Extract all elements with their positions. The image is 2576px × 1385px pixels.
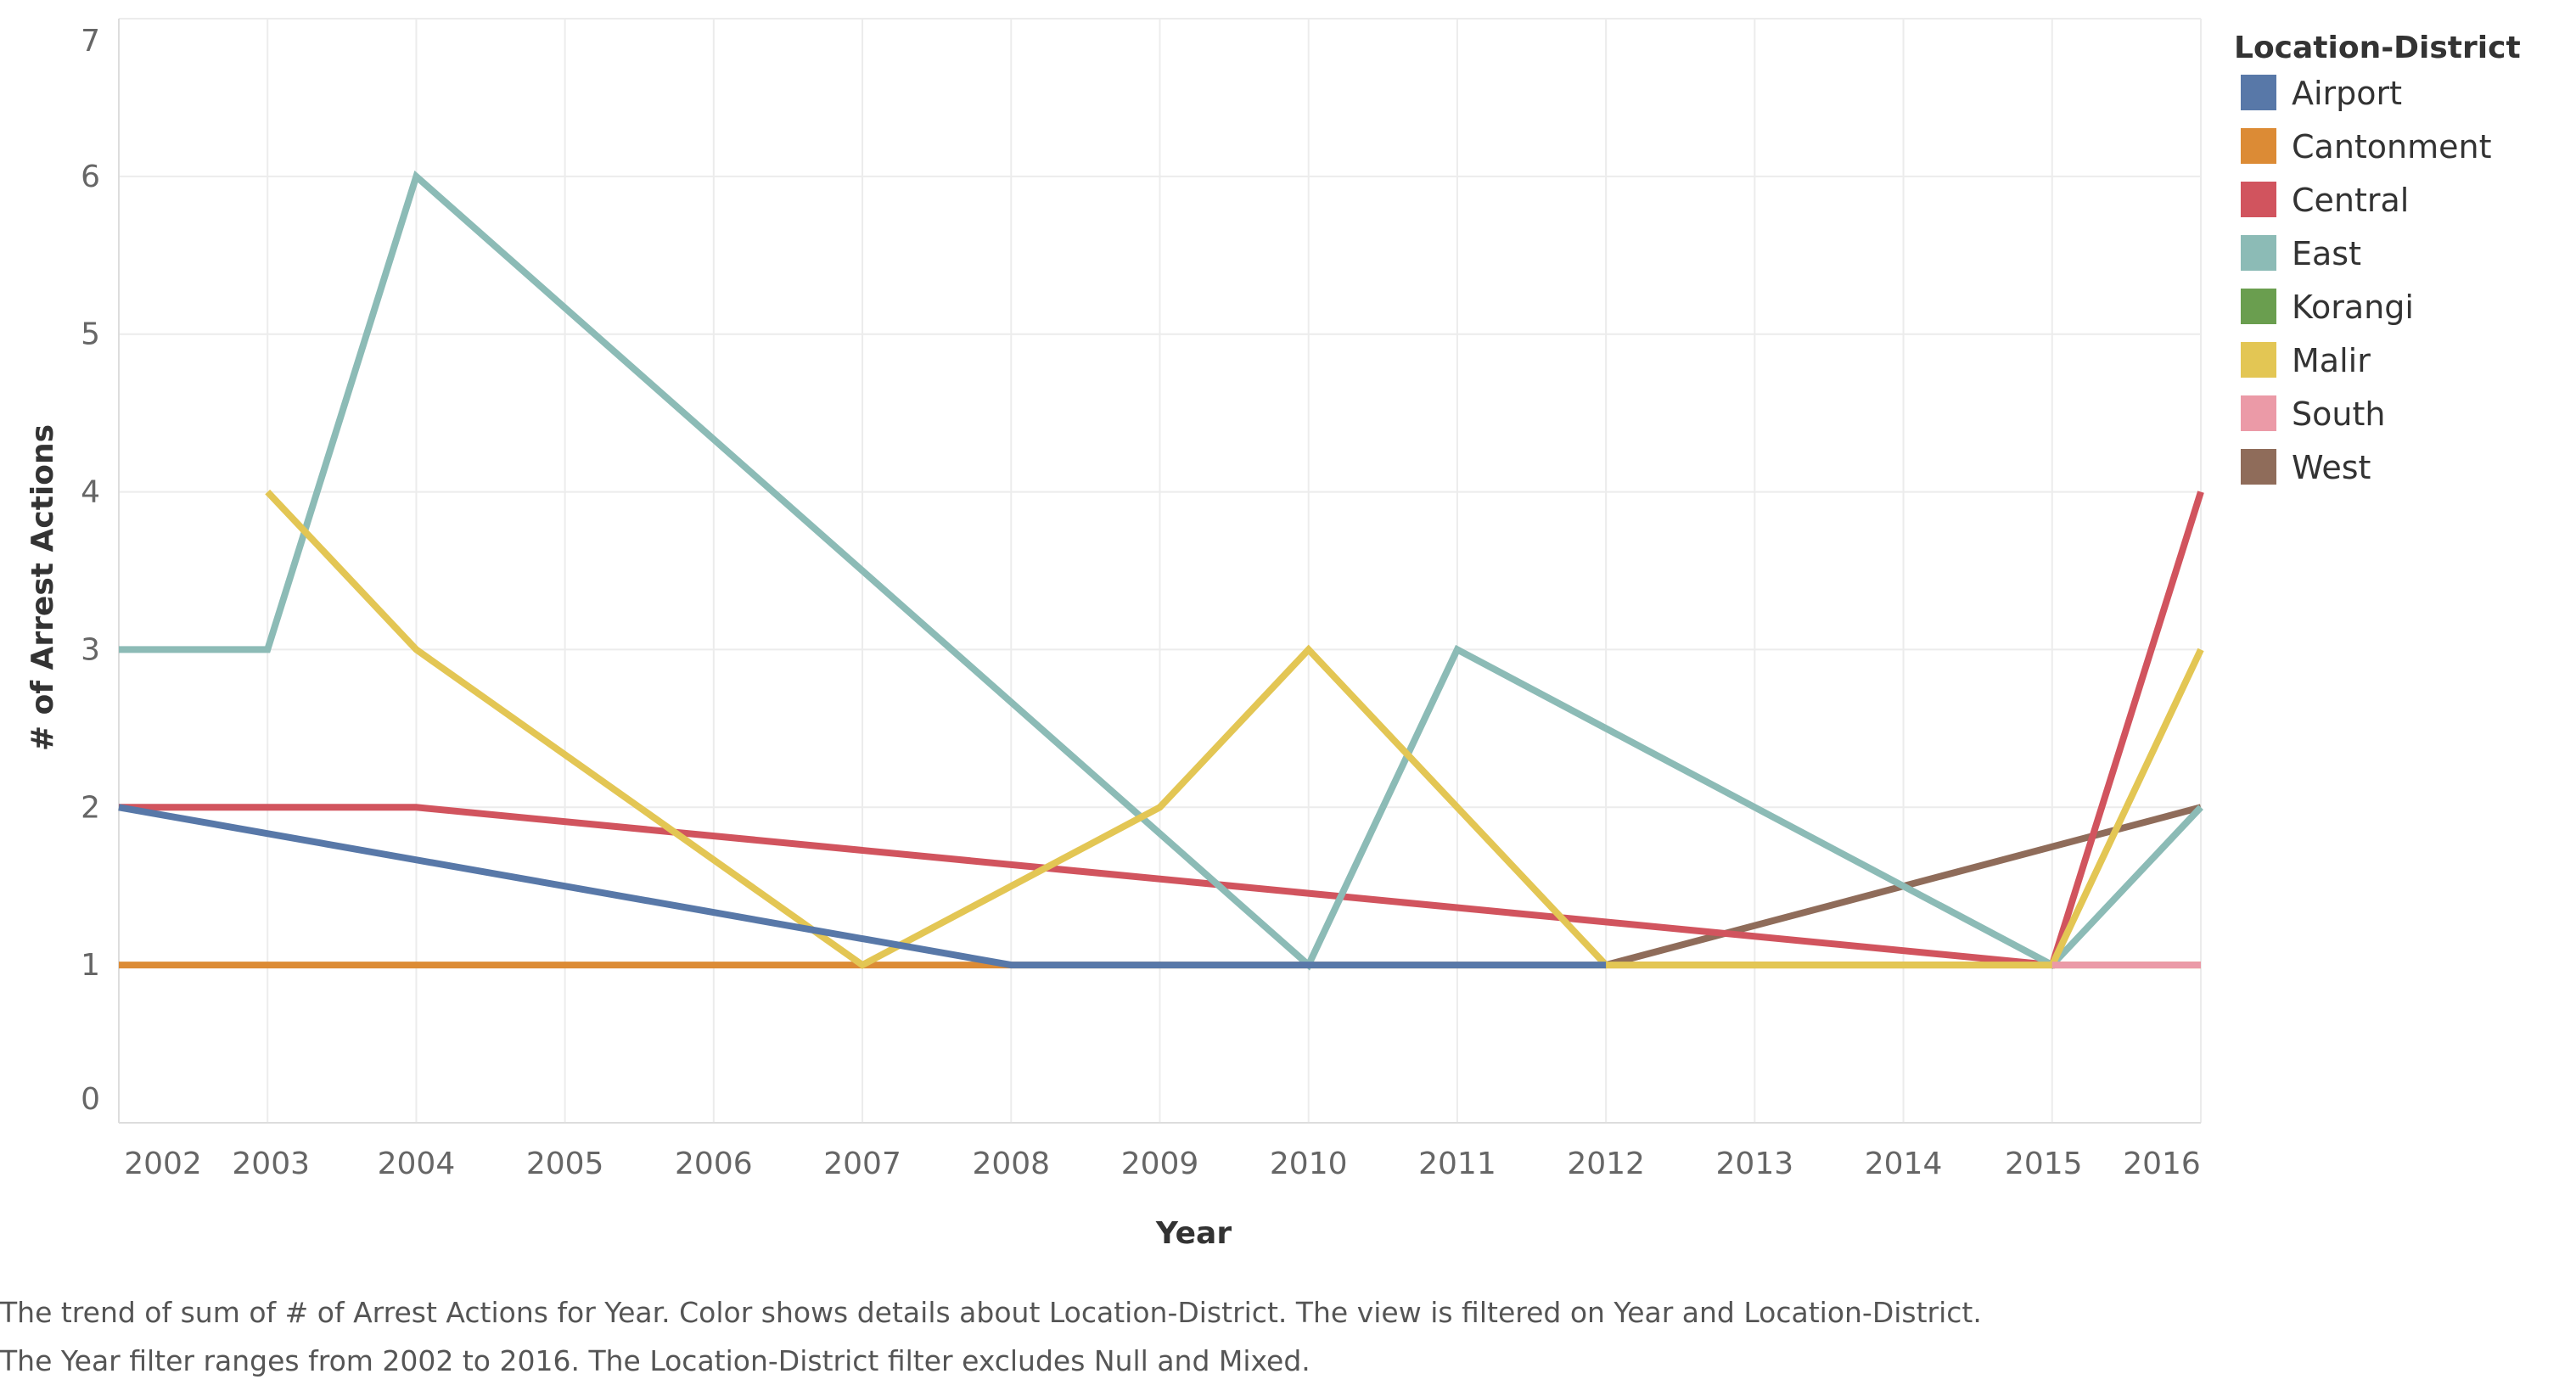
y-tick-label-3: 3 [81, 632, 100, 667]
series-line-malir [265, 489, 2204, 969]
legend-label-south: South [2292, 395, 2385, 433]
legend-label-malir: Malir [2292, 342, 2371, 379]
x-tick-label-2002: 2002 [124, 1147, 202, 1181]
x-tick-label-2010: 2010 [1270, 1147, 1348, 1181]
y-tick-label-6: 6 [81, 160, 100, 194]
x-tick-label-2015: 2015 [2005, 1147, 2083, 1181]
legend-label-korangi: Korangi [2292, 289, 2414, 326]
series-lines [118, 170, 2204, 971]
x-tick-label-2003: 2003 [232, 1147, 310, 1181]
legend: Location-District Airport Cantonment Centr… [2234, 31, 2521, 486]
y-axis-title: # of Arrest Actions [25, 424, 60, 751]
legend-swatch-korangi [2241, 289, 2276, 324]
y-tick-label-5: 5 [81, 317, 100, 352]
x-axis-title: Year [1155, 1216, 1232, 1251]
y-tick-label-2: 2 [81, 790, 100, 825]
x-tick-label-2013: 2013 [1716, 1147, 1794, 1181]
legend-items: Airport Cantonment Central East Korangi Malir… [2241, 75, 2492, 486]
series-line-central [119, 491, 2204, 969]
x-tick-label-2009: 2009 [1121, 1147, 1199, 1181]
x-tick-label-2008: 2008 [972, 1147, 1050, 1181]
series-line-airport [118, 804, 1607, 969]
caption-line-1: The trend of sum of # of Arrest Actions … [0, 1296, 1982, 1329]
legend-swatch-malir [2241, 342, 2276, 378]
y-tick-label-7: 7 [81, 24, 100, 59]
x-tick-label-2007: 2007 [823, 1147, 901, 1181]
y-tick-label-0: 0 [81, 1082, 100, 1117]
x-tick-label-2012: 2012 [1567, 1147, 1645, 1181]
legend-swatch-airport [2241, 75, 2276, 110]
legend-label-west: West [2292, 449, 2371, 486]
legend-label-airport: Airport [2292, 75, 2402, 112]
legend-label-cantonment: Cantonment [2292, 128, 2492, 165]
x-tick-label-2016: 2016 [2123, 1147, 2201, 1181]
gridlines [118, 18, 2202, 1124]
legend-swatch-central [2241, 182, 2276, 217]
legend-swatch-east [2241, 235, 2276, 271]
legend-swatch-cantonment [2241, 128, 2276, 164]
y-tick-label-4: 4 [81, 475, 100, 510]
caption-line-2: The Year filter ranges from 2002 to 2016… [0, 1344, 1310, 1377]
x-tick-label-2004: 2004 [378, 1147, 456, 1181]
x-tick-label-2011: 2011 [1418, 1147, 1496, 1181]
axes [118, 19, 2201, 1124]
legend-swatch-south [2241, 395, 2276, 431]
legend-title: Location-District [2234, 31, 2521, 65]
y-tick-label-1: 1 [81, 948, 100, 983]
legend-label-east: East [2292, 235, 2361, 272]
x-tick-label-2006: 2006 [675, 1147, 753, 1181]
legend-label-central: Central [2292, 182, 2409, 219]
x-tick-label-2005: 2005 [526, 1147, 604, 1181]
x-tick-label-2014: 2014 [1865, 1147, 1943, 1181]
legend-swatch-west [2241, 449, 2276, 485]
tick-labels: 2002 2003 2004 2005 2006 2007 2008 2009 2010 2011… [81, 24, 2201, 1181]
